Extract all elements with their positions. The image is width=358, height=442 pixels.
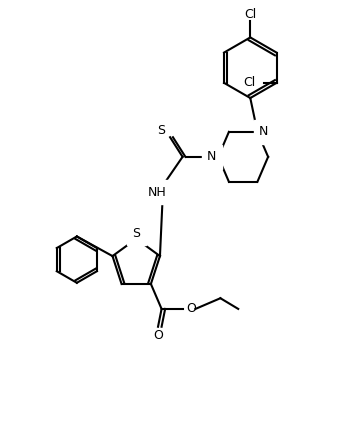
- Text: O: O: [186, 302, 196, 316]
- Text: O: O: [153, 329, 163, 342]
- Text: Cl: Cl: [244, 76, 256, 89]
- Text: S: S: [132, 227, 140, 240]
- Text: NH: NH: [148, 186, 167, 199]
- Text: Cl: Cl: [244, 8, 256, 21]
- Text: S: S: [157, 124, 165, 137]
- Text: N: N: [259, 126, 268, 138]
- Text: N: N: [207, 150, 217, 164]
